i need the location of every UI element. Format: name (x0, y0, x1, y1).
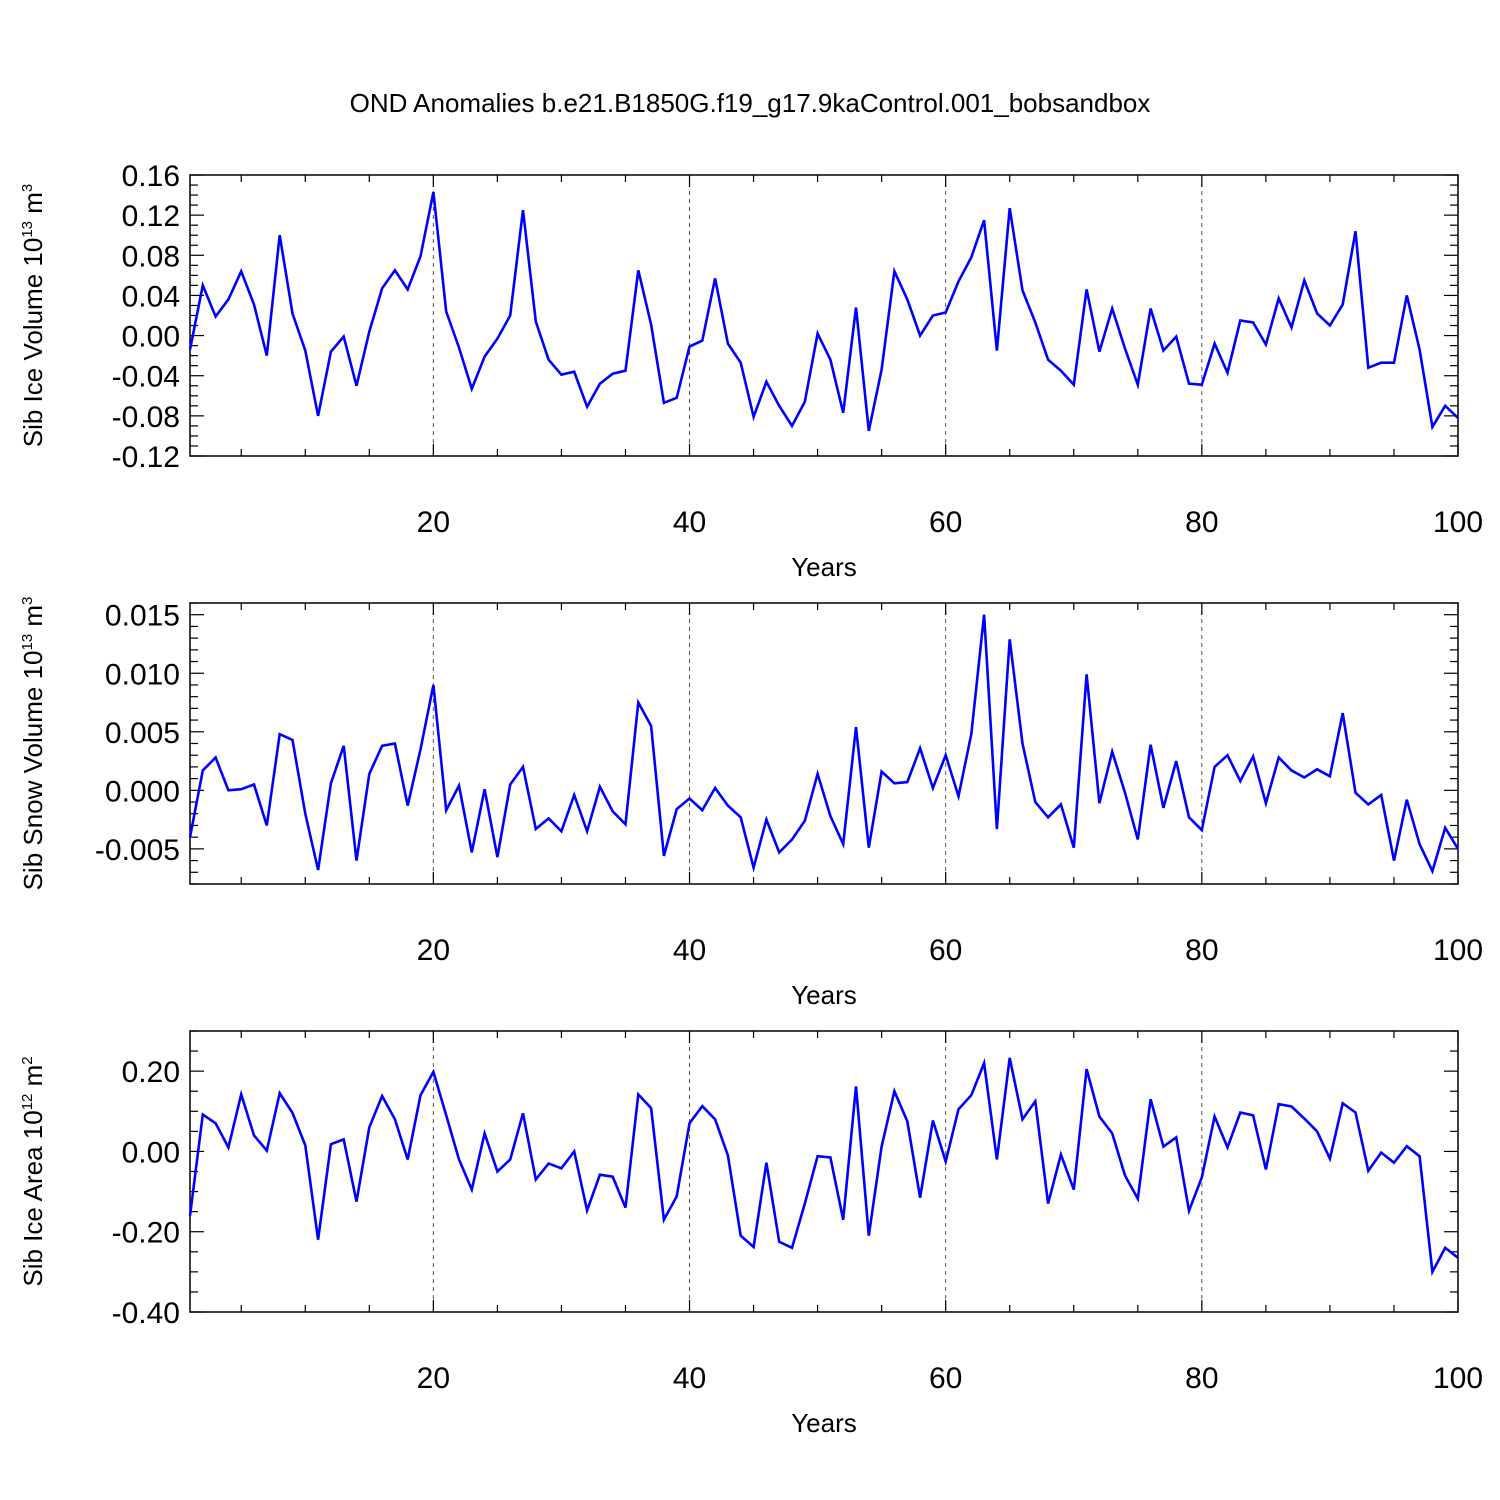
x-tick-label: 20 (417, 934, 450, 967)
y-axis-label-text: Sib Ice Volume 10 (18, 238, 48, 448)
y-tick-label: 0.005 (105, 717, 180, 750)
x-tick-label: 40 (673, 1362, 706, 1395)
x-tick-label: 100 (1433, 506, 1483, 539)
x-axis-label: Years (791, 552, 857, 582)
y-axis-label: Sib Ice Area 1012 m2 (18, 1056, 48, 1286)
figure-title: OND Anomalies b.e21.B1850G.f19_g17.9kaCo… (350, 88, 1151, 118)
y-axis-label-exponent: 13 (19, 634, 36, 651)
x-tick-label: 100 (1433, 934, 1483, 967)
series-line (188, 1057, 1459, 1277)
x-tick-label: 20 (417, 1362, 450, 1395)
x-tick-label: 80 (1185, 506, 1218, 539)
y-tick-label: 0.00 (122, 321, 180, 354)
y-axis-label-text: Sib Snow Volume 10 (18, 650, 48, 890)
plot-frame (189, 602, 1459, 885)
x-axis-label: Years (791, 980, 857, 1010)
y-axis-label-unit: m (18, 1065, 48, 1094)
y-tick-label: 0.015 (105, 600, 180, 633)
x-tick-label: 60 (929, 934, 962, 967)
y-axis-label: Sib Ice Volume 1013 m3 (18, 184, 48, 448)
y-tick-label: -0.40 (112, 1297, 180, 1330)
y-tick-label: 0.000 (105, 775, 180, 808)
y-tick-label: 0.20 (122, 1056, 180, 1089)
plot-frame (189, 1030, 1459, 1313)
x-tick-label: 80 (1185, 934, 1218, 967)
y-tick-label: -0.04 (112, 361, 180, 394)
panel-snow-volume: 0.015 0.010 0.005 0.000 -0.005 20 40 60 80 100 Yea… (18, 597, 1483, 1010)
plot-frame (189, 174, 1459, 457)
y-axis-label-unit-exponent: 2 (19, 1056, 36, 1064)
x-tick-label: 60 (929, 506, 962, 539)
y-axis-label-unit: m (18, 192, 48, 221)
y-axis-label-unit-exponent: 3 (19, 597, 36, 605)
y-tick-label: -0.12 (112, 441, 180, 474)
y-axis-label-exponent: 12 (19, 1094, 36, 1111)
panel-ice-area: 0.20 0.00 -0.20 -0.40 20 40 60 80 100 Years Sib Ic… (18, 1030, 1483, 1438)
x-tick-label: 40 (673, 506, 706, 539)
y-tick-label: 0.12 (122, 200, 180, 233)
y-axis-label: Sib Snow Volume 1013 m3 (18, 597, 48, 891)
x-tick-label: 60 (929, 1362, 962, 1395)
panel-ice-volume: 0.16 0.12 0.08 0.04 0.00 -0.04 -0.08 -0.12 20 40 6… (18, 160, 1483, 582)
series-line (188, 614, 1460, 875)
y-tick-label: -0.005 (95, 834, 180, 867)
y-tick-label: 0.00 (122, 1136, 180, 1169)
y-tick-label: 0.010 (105, 658, 180, 691)
x-axis-label: Years (791, 1408, 857, 1438)
x-tick-label: 80 (1185, 1362, 1218, 1395)
y-tick-label: 0.16 (122, 160, 180, 193)
y-tick-label: 0.04 (122, 280, 180, 313)
x-tick-label: 100 (1433, 1362, 1483, 1395)
y-axis-label-text: Sib Ice Area 10 (18, 1110, 48, 1286)
x-tick-label: 40 (673, 934, 706, 967)
y-tick-label: 0.08 (122, 240, 180, 273)
x-tick-label: 20 (417, 506, 450, 539)
series-line (188, 191, 1459, 432)
y-axis-label-unit-exponent: 3 (19, 184, 36, 192)
y-axis-label-unit: m (18, 605, 48, 634)
y-tick-label: -0.20 (112, 1217, 180, 1250)
y-tick-label: -0.08 (112, 401, 180, 434)
y-axis-label-exponent: 13 (19, 221, 36, 238)
